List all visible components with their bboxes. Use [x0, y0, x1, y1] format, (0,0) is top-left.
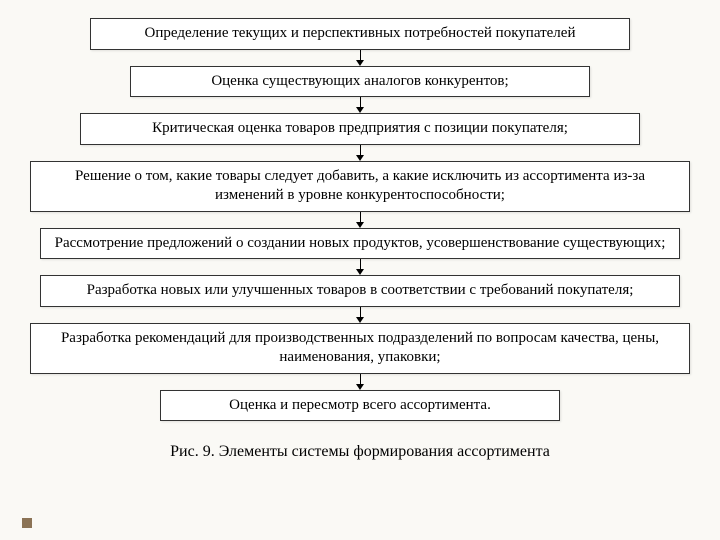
- flow-box-4: Решение о том, какие товары следует доба…: [30, 161, 690, 212]
- arrow-down-icon: [356, 374, 364, 390]
- arrow-down-icon: [356, 307, 364, 323]
- flow-box-3: Критическая оценка товаров предприятия с…: [80, 113, 640, 145]
- accent-square: [22, 518, 32, 528]
- arrow-down-icon: [356, 145, 364, 161]
- arrow-down-icon: [356, 212, 364, 228]
- flow-box-8: Оценка и пересмотр всего ассортимента.: [160, 390, 560, 422]
- flowchart: Определение текущих и перспективных потр…: [30, 18, 690, 421]
- arrow-down-icon: [356, 259, 364, 275]
- flow-box-7: Разработка рекомендаций для производстве…: [30, 323, 690, 374]
- arrow-down-icon: [356, 97, 364, 113]
- flow-box-6: Разработка новых или улучшенных товаров …: [40, 275, 680, 307]
- flow-box-1: Определение текущих и перспективных потр…: [90, 18, 630, 50]
- flow-box-5: Рассмотрение предложений о создании новы…: [40, 228, 680, 260]
- flow-box-2: Оценка существующих аналогов конкурентов…: [130, 66, 590, 98]
- figure-caption: Рис. 9. Элементы системы формирования ас…: [30, 443, 690, 461]
- arrow-down-icon: [356, 50, 364, 66]
